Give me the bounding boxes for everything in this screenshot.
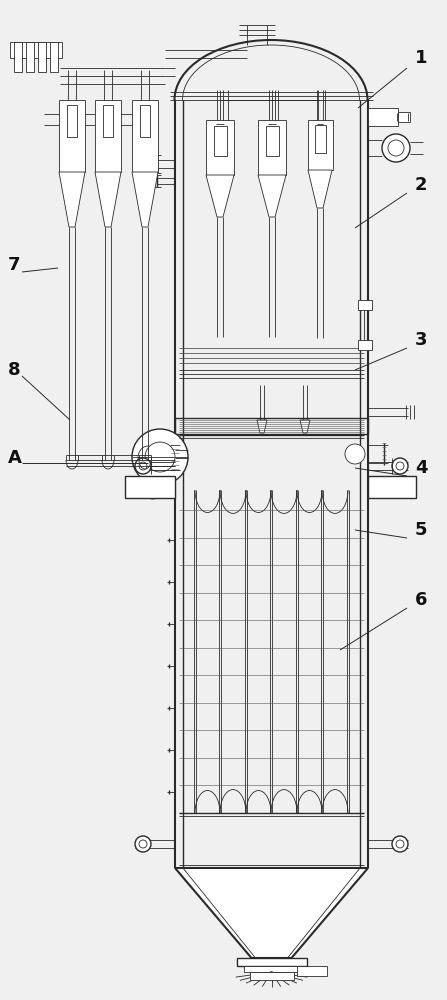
Text: 5: 5 <box>415 521 427 539</box>
Circle shape <box>345 444 365 464</box>
Bar <box>358 300 372 310</box>
Bar <box>236 958 307 966</box>
Bar <box>244 966 299 972</box>
Bar <box>140 105 150 137</box>
Polygon shape <box>132 172 158 227</box>
Circle shape <box>139 840 147 848</box>
Polygon shape <box>175 868 368 958</box>
Bar <box>103 105 113 137</box>
Bar <box>206 120 234 175</box>
Text: 6: 6 <box>415 591 427 609</box>
Circle shape <box>396 840 404 848</box>
Circle shape <box>392 836 408 852</box>
Polygon shape <box>308 170 332 208</box>
Circle shape <box>135 836 151 852</box>
Bar <box>258 120 286 175</box>
Bar <box>59 100 85 172</box>
Bar <box>358 340 372 350</box>
Bar <box>296 966 326 976</box>
Bar <box>50 42 58 72</box>
Bar <box>132 100 158 172</box>
Circle shape <box>382 134 410 162</box>
Text: 3: 3 <box>415 331 427 349</box>
Bar <box>125 476 175 498</box>
Polygon shape <box>257 420 267 433</box>
Bar <box>249 972 294 980</box>
Bar <box>26 42 34 72</box>
Bar <box>398 112 410 122</box>
Circle shape <box>135 458 151 474</box>
Text: 8: 8 <box>8 361 21 379</box>
Circle shape <box>144 481 162 499</box>
Circle shape <box>132 429 188 485</box>
Bar <box>67 105 77 137</box>
Bar <box>308 120 333 170</box>
Bar <box>95 100 121 172</box>
Bar <box>315 125 326 152</box>
Bar <box>214 125 227 156</box>
Text: 2: 2 <box>415 176 427 194</box>
Text: 4: 4 <box>415 459 427 477</box>
Circle shape <box>392 458 408 474</box>
Circle shape <box>396 462 404 470</box>
Bar <box>38 42 46 72</box>
Polygon shape <box>95 172 121 227</box>
Bar <box>175 418 368 434</box>
Circle shape <box>145 442 175 472</box>
Bar <box>266 125 278 156</box>
Text: 7: 7 <box>8 256 21 274</box>
Polygon shape <box>258 175 286 217</box>
Polygon shape <box>59 172 85 227</box>
Text: A: A <box>8 449 22 467</box>
Polygon shape <box>206 175 234 217</box>
Bar <box>368 476 416 498</box>
Circle shape <box>139 462 147 470</box>
Text: 1: 1 <box>415 49 427 67</box>
Bar <box>368 108 398 126</box>
Bar <box>14 42 22 72</box>
Circle shape <box>388 140 404 156</box>
Polygon shape <box>300 420 310 433</box>
Bar <box>10 42 62 58</box>
